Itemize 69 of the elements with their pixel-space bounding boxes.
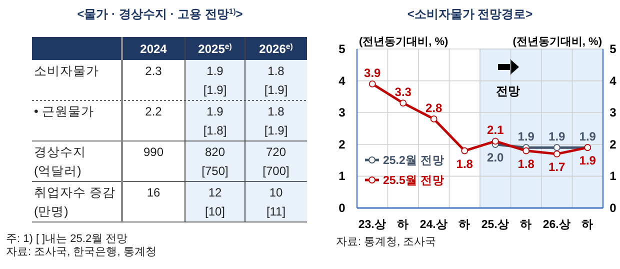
category-label: 경상수지 (억달러) bbox=[34, 145, 86, 178]
point bbox=[368, 80, 376, 88]
category-label: 2026$^{e)}$ bbox=[259, 42, 294, 56]
x-tick-label: 24.상 bbox=[420, 218, 448, 231]
data-label: 1.7 bbox=[548, 160, 566, 174]
y2-tick-label: 5 bbox=[610, 42, 617, 56]
category-label: 소비자물가 bbox=[34, 64, 99, 78]
text: 10 [11] bbox=[266, 186, 286, 218]
text: 2.3 bbox=[145, 64, 162, 78]
point bbox=[461, 147, 468, 154]
legend-label: 25.2월 전망 bbox=[383, 154, 445, 167]
data-label: 2.0 bbox=[487, 150, 504, 164]
data-label: 1.9 bbox=[548, 130, 566, 144]
data-label: 2.8 bbox=[426, 100, 443, 115]
text: 990 bbox=[143, 145, 164, 159]
text: 720 [700] bbox=[262, 145, 290, 178]
y-tick-label: 1 bbox=[338, 169, 346, 184]
text: 자료: 조사국, 한국은행, 통계청 bbox=[6, 246, 156, 258]
legend-label: 25.5월 전망 bbox=[383, 174, 445, 187]
point bbox=[492, 138, 499, 145]
point bbox=[522, 147, 530, 154]
category-label: 2024 bbox=[140, 42, 168, 56]
text: 1.9 [1.8] bbox=[203, 104, 227, 138]
x-tick-label: 23.상 bbox=[358, 218, 386, 231]
y-tick-label: 5 bbox=[338, 42, 346, 56]
y2-tick-label: 4 bbox=[610, 74, 617, 88]
y2-tick-label: 1 bbox=[610, 169, 617, 184]
text: 1.8 [1.9] bbox=[264, 104, 288, 138]
text: 820 [750] bbox=[202, 145, 228, 178]
data-label: 1.9 bbox=[579, 154, 596, 168]
x-tick-label: 하 bbox=[582, 218, 594, 231]
y-tick-label: 0 bbox=[338, 201, 346, 215]
text: 자료: 통계청, 조사국 bbox=[336, 236, 436, 248]
x-tick-label: 하 bbox=[458, 218, 471, 231]
y-axis-title: (전년동기대비, %) bbox=[359, 36, 449, 48]
category-label: • 근원물가 bbox=[34, 104, 94, 118]
data-label: 3.3 bbox=[394, 85, 412, 100]
y2-tick-label: 0 bbox=[610, 201, 617, 215]
x-tick-label: 25.상 bbox=[481, 218, 510, 231]
x-tick-label: 하 bbox=[520, 218, 532, 231]
text: <물가 · 경상수지 · 고용 전망$^{1)}$> bbox=[77, 6, 243, 21]
text: 1.8 [1.9] bbox=[264, 64, 288, 97]
data-label: 1.9 bbox=[579, 130, 596, 144]
data-label: 1.8 bbox=[518, 156, 535, 171]
x-tick-label: 하 bbox=[397, 218, 410, 231]
y2-tick-label: 2 bbox=[610, 137, 617, 152]
annotation: 전망 bbox=[496, 84, 520, 98]
category-label: 2025$^{e)}$ bbox=[198, 42, 232, 56]
point bbox=[400, 100, 407, 107]
y2-axis-title: (전년동기대비, %) bbox=[512, 36, 602, 48]
text: 16 bbox=[146, 186, 160, 200]
text: 12 [10] bbox=[204, 186, 226, 218]
data-label: 3.9 bbox=[364, 66, 382, 80]
text: 2.2 bbox=[145, 104, 162, 118]
y-tick-label: 2 bbox=[338, 137, 346, 152]
category-label: 취업자수 증감 (만명) bbox=[34, 186, 116, 218]
chart-title: <소비자물가 전망경로> bbox=[407, 7, 533, 21]
point bbox=[553, 150, 560, 158]
point bbox=[553, 144, 560, 152]
x-tick-label: 26.상 bbox=[542, 218, 571, 231]
point bbox=[430, 116, 438, 122]
data-label: 1.9 bbox=[518, 130, 535, 144]
text: 주: 1) [ ]내는 25.2월 전망 bbox=[6, 233, 128, 245]
text: 1.9 [1.9] bbox=[203, 64, 227, 97]
data-label: 1.8 bbox=[456, 156, 474, 171]
data-label: 2.1 bbox=[487, 123, 504, 138]
y-tick-label: 4 bbox=[338, 74, 346, 88]
y2-tick-label: 3 bbox=[610, 106, 617, 120]
y-tick-label: 3 bbox=[338, 106, 346, 120]
